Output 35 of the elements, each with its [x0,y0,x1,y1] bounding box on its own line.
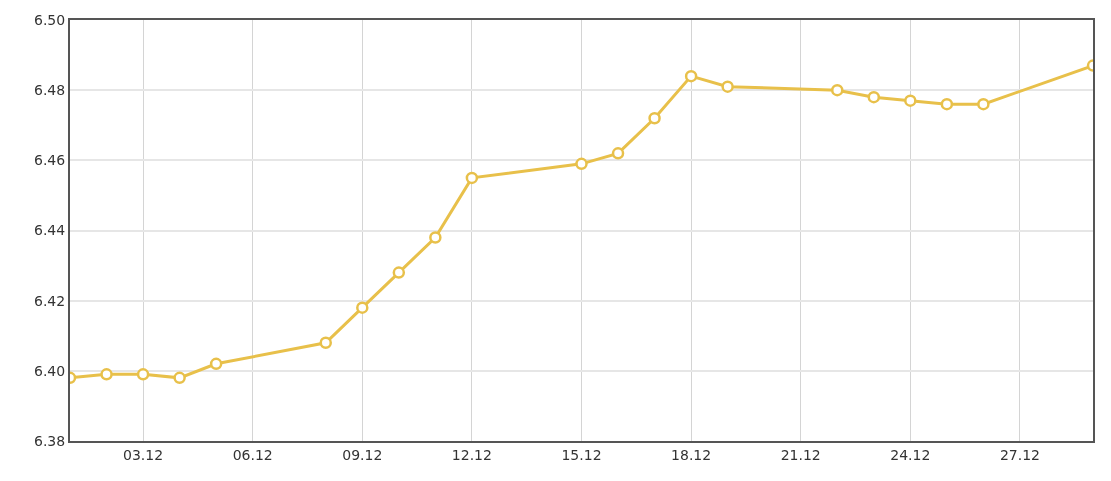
x-tick-label: 27.12 [999,446,1040,463]
x-tick-label: 03.12 [123,446,164,463]
point [721,80,734,93]
x-tick-label: 18.12 [671,446,712,463]
y-tick-label: 6.50 [34,11,66,28]
point [136,368,150,381]
point [575,157,588,171]
point [940,97,954,111]
point [209,357,223,371]
point [356,301,369,314]
point [429,231,442,244]
y-tick-label: 6.42 [34,292,66,309]
point [465,171,479,185]
x-tick-label: 15.12 [561,446,602,463]
point [867,90,881,104]
point [904,94,917,107]
x-tick-label: 21.12 [780,446,821,463]
y-tick-label: 6.38 [34,432,66,449]
y-tick-label: 6.48 [34,82,66,99]
y-tick-label: 6.44 [34,222,66,239]
point [831,83,844,97]
point [611,147,625,160]
point [648,111,661,125]
x-tick-label: 09.12 [342,446,383,463]
x-tick-label: 06.12 [232,446,273,463]
point [684,69,698,83]
point [100,368,113,381]
point [977,97,990,111]
point [392,266,406,279]
x-tick-label: 12.12 [451,446,492,463]
y-tick-label: 6.46 [34,152,66,169]
point [319,336,332,350]
point [173,371,186,385]
y-tick-label: 6.40 [34,362,66,379]
x-tick-label: 24.12 [890,446,931,463]
